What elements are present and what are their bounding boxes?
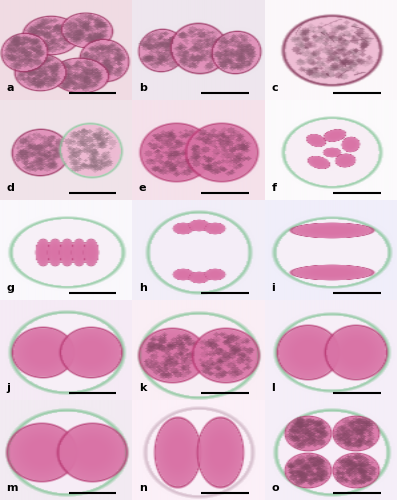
Text: j: j — [7, 383, 10, 393]
Text: m: m — [7, 483, 18, 493]
Text: n: n — [139, 483, 147, 493]
Text: a: a — [7, 83, 14, 93]
Text: o: o — [271, 483, 279, 493]
Text: i: i — [271, 283, 275, 293]
Text: d: d — [7, 183, 15, 193]
Text: b: b — [139, 83, 147, 93]
Text: c: c — [271, 83, 278, 93]
Text: f: f — [271, 183, 276, 193]
Text: l: l — [271, 383, 275, 393]
Text: k: k — [139, 383, 146, 393]
Text: e: e — [139, 183, 146, 193]
Text: g: g — [7, 283, 15, 293]
Text: h: h — [139, 283, 147, 293]
